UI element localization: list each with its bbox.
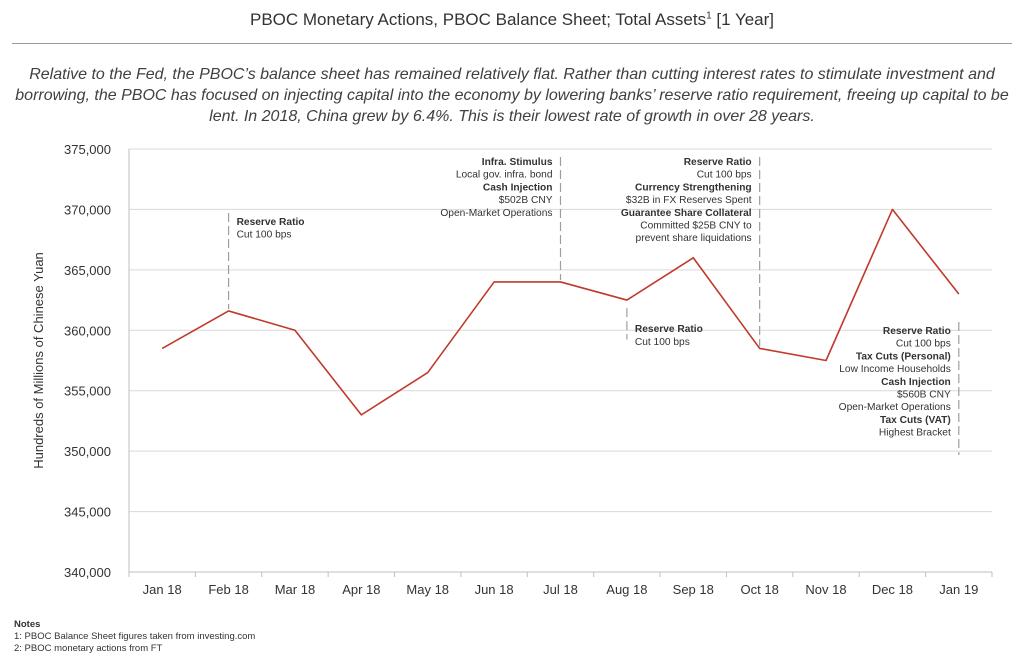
y-axis-label: Hundreds of Millions of Chinese Yuan: [31, 252, 46, 469]
note-line-2: 2: PBOC monetary actions from FT: [14, 643, 163, 654]
annotation-text: Tax Cuts (VAT): [880, 415, 951, 426]
y-tick-label: 345,000: [64, 505, 111, 520]
title-divider: [12, 43, 1012, 44]
annotation-text: Cut 100 bps: [635, 337, 690, 348]
annotation-text: Cash Injection: [483, 182, 553, 193]
annotation-text: Reserve Ratio: [237, 217, 305, 228]
annotation-text: Currency Strengthening: [635, 182, 752, 193]
x-tick-label: Oct 18: [741, 582, 779, 597]
annotation-text: Tax Cuts (Personal): [856, 351, 951, 362]
annotation-text: Cut 100 bps: [896, 339, 951, 350]
annotation-text: Reserve Ratio: [883, 326, 951, 337]
notes-heading: Notes: [14, 619, 41, 630]
x-tick-label: Dec 18: [872, 582, 913, 597]
chart-subtitle: Relative to the Fed, the PBOC’s balance …: [15, 66, 1009, 125]
annotation-text: Low Income Households: [839, 364, 951, 375]
notes: Notes 1: PBOC Balance Sheet figures take…: [14, 619, 255, 655]
x-tick-label: Jun 18: [475, 582, 514, 597]
annotation-text: Cut 100 bps: [237, 230, 292, 241]
annotation-text: Guarantee Share Collateral: [621, 208, 752, 219]
x-tick-label: Nov 18: [805, 582, 846, 597]
chart-title-suffix: [1 Year]: [711, 10, 775, 29]
chart-title-footnote: 1: [706, 10, 712, 22]
y-tick-label: 350,000: [64, 444, 111, 459]
annotation-text: Cash Injection: [881, 377, 951, 388]
y-tick-label: 360,000: [64, 323, 111, 338]
x-tick-label: May 18: [406, 582, 449, 597]
note-line-1: 1: PBOC Balance Sheet figures taken from…: [14, 631, 256, 642]
annotation-text: Reserve Ratio: [684, 157, 752, 168]
y-tick-label: 365,000: [64, 263, 111, 278]
y-tick-label: 340,000: [64, 565, 111, 580]
x-tick-label: Sep 18: [673, 582, 714, 597]
x-tick-label: Jul 18: [543, 582, 578, 597]
chart-title-text: PBOC Monetary Actions, PBOC Balance Shee…: [249, 10, 707, 29]
x-tick-label: Jan 18: [143, 582, 182, 597]
x-tick-label: Feb 18: [208, 582, 248, 597]
annotation-text: prevent share liquidations: [636, 233, 752, 244]
annotation-text: Reserve Ratio: [635, 324, 703, 335]
x-tick-label: Aug 18: [606, 582, 647, 597]
annotation-text: Local gov. infra. bond: [456, 170, 553, 181]
y-tick-label: 355,000: [64, 384, 111, 399]
x-tick-label: Apr 18: [342, 582, 380, 597]
annotation-text: $560B CNY: [897, 390, 951, 401]
x-tick-label: Jan 19: [939, 582, 978, 597]
annotation-text: $502B CNY: [499, 195, 553, 206]
y-tick-label: 375,000: [64, 142, 111, 157]
annotation-text: $32B in FX Reserves Spent: [626, 195, 752, 206]
chart-title: PBOC Monetary Actions, PBOC Balance Shee…: [0, 10, 1024, 30]
annotation-text: Open-Market Operations: [839, 402, 951, 413]
annotation-text: Committed $25B CNY to: [640, 221, 752, 232]
annotation-text: Open-Market Operations: [440, 208, 552, 219]
annotation-text: Infra. Stimulus: [482, 157, 553, 168]
annotation-text: Cut 100 bps: [697, 170, 752, 181]
y-tick-label: 370,000: [64, 202, 111, 217]
annotation-text: Highest Bracket: [879, 428, 951, 439]
x-tick-label: Mar 18: [275, 582, 315, 597]
